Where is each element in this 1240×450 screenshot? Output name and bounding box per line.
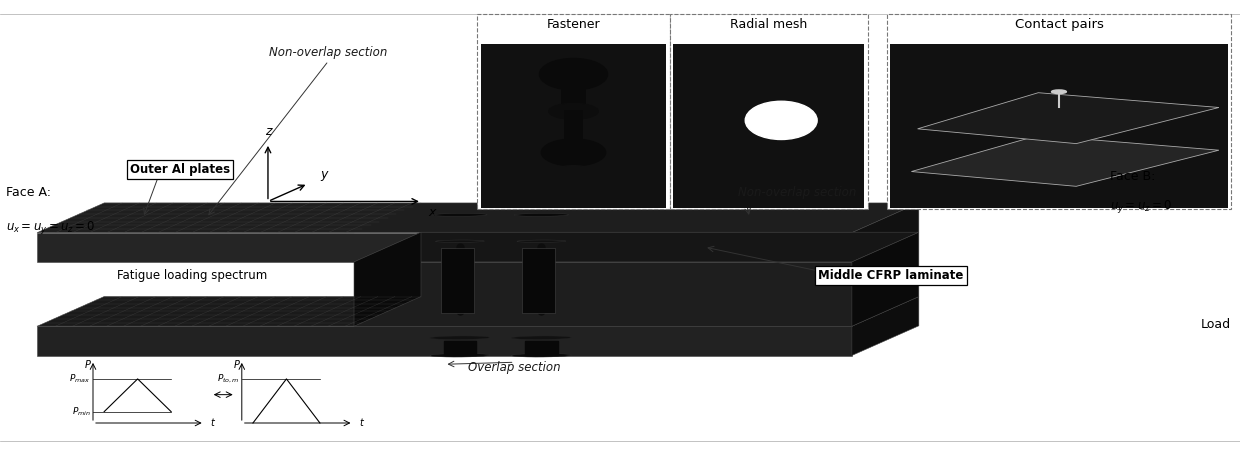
Text: $u_y=u_z=0$: $u_y=u_z=0$ [1110,198,1172,216]
Bar [670,14,868,209]
Text: Fastener: Fastener [547,18,600,31]
Ellipse shape [1052,90,1066,94]
Polygon shape [430,354,490,357]
Ellipse shape [549,166,598,186]
Bar [477,14,670,209]
Bar [890,44,1228,208]
Ellipse shape [541,139,605,166]
Polygon shape [911,135,1219,186]
Polygon shape [355,232,420,326]
Polygon shape [918,93,1219,144]
Polygon shape [37,233,852,262]
Polygon shape [37,297,919,326]
Polygon shape [511,336,572,339]
Text: x: x [428,206,435,219]
Polygon shape [852,297,919,356]
Bar [887,14,1231,209]
Text: y: y [320,168,327,181]
Ellipse shape [539,58,608,90]
Text: z: z [264,126,272,139]
Polygon shape [444,341,476,356]
Text: Outer Al plates: Outer Al plates [130,163,231,176]
Text: $u_x=u_y=u_z=0$: $u_x=u_y=u_z=0$ [6,219,95,236]
Ellipse shape [549,104,598,119]
Text: Overlap section: Overlap section [469,361,560,374]
Text: Face B:: Face B: [1110,170,1156,183]
Bar [481,44,666,208]
Text: P: P [84,360,91,370]
Text: $P_{to,m}$: $P_{to,m}$ [217,373,239,385]
Text: $P_{min}$: $P_{min}$ [72,405,91,418]
Bar [560,70,587,111]
Text: Load: Load [1202,319,1231,332]
Ellipse shape [745,101,817,140]
Polygon shape [515,213,569,216]
Polygon shape [852,203,919,262]
Text: Radial mesh: Radial mesh [730,18,807,31]
Text: Non-overlap section: Non-overlap section [269,46,388,59]
Polygon shape [517,240,565,243]
Text: Face A:: Face A: [6,186,51,199]
Bar [673,44,864,208]
Polygon shape [430,336,490,339]
Text: t: t [211,418,215,428]
Text: P: P [233,360,239,370]
Polygon shape [37,326,852,356]
Polygon shape [355,262,852,326]
Text: $P_{max}$: $P_{max}$ [69,373,91,385]
Polygon shape [441,248,474,313]
Text: Contact pairs: Contact pairs [1014,18,1104,31]
Polygon shape [355,232,919,262]
Polygon shape [522,248,556,313]
Text: Non-overlap section: Non-overlap section [738,186,856,199]
Polygon shape [525,341,558,356]
Bar [563,110,584,148]
Polygon shape [433,213,487,216]
Polygon shape [37,203,919,233]
Text: Fatigue loading spectrum: Fatigue loading spectrum [117,269,268,282]
Text: Middle CFRP laminate: Middle CFRP laminate [818,269,963,282]
Polygon shape [435,240,485,243]
Polygon shape [511,354,572,357]
Polygon shape [852,232,919,326]
Text: t: t [360,418,363,428]
